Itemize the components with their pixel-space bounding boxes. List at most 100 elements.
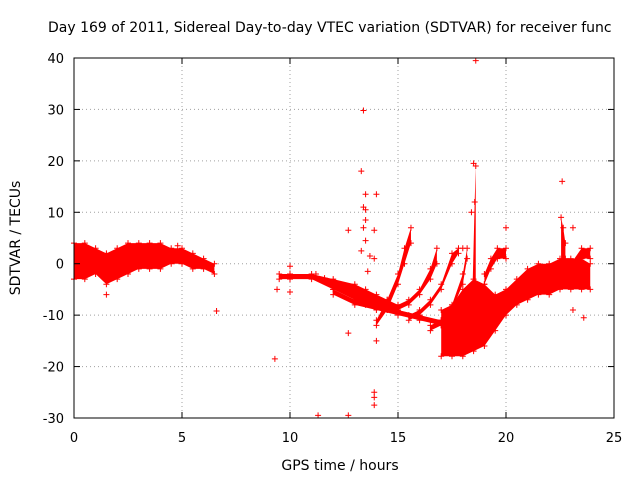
trace-point xyxy=(373,317,380,324)
trace-point xyxy=(416,291,423,298)
y-tick-label: -30 xyxy=(43,412,64,427)
trace-point xyxy=(481,281,488,288)
trace-point xyxy=(587,245,594,252)
trace-point xyxy=(503,312,509,319)
scatter-point xyxy=(271,355,278,362)
scatter-point xyxy=(559,178,566,185)
trace-point xyxy=(578,255,585,262)
trace-point xyxy=(179,245,185,252)
y-tick-label: 20 xyxy=(47,155,64,170)
x-axis-label: GPS time / hours xyxy=(281,458,398,474)
trace-point xyxy=(487,255,494,262)
trace-point xyxy=(330,286,337,293)
trace-point xyxy=(492,327,499,334)
trace-point xyxy=(405,317,412,324)
x-tick-label: 25 xyxy=(606,431,623,446)
scatter-point xyxy=(459,245,466,252)
data-marks xyxy=(71,57,594,419)
trace-point xyxy=(459,286,466,293)
trace-point xyxy=(578,286,585,293)
trace-point xyxy=(449,301,455,308)
trace-point xyxy=(81,276,88,283)
trace-point xyxy=(427,322,434,329)
axes: 0 5 10 15 20 25 -30 -20 -10 0 10 20 30 40 xyxy=(43,52,623,446)
scatter-point xyxy=(569,224,576,231)
scatter-point xyxy=(274,286,281,293)
trace-point xyxy=(146,240,153,247)
trace-point xyxy=(459,271,466,277)
trace-point xyxy=(276,276,283,283)
trace-point xyxy=(395,281,401,288)
trace-point xyxy=(157,265,164,272)
trace-point xyxy=(438,286,445,293)
trace-early-band-1 xyxy=(74,243,215,285)
scatter-point xyxy=(358,247,365,254)
trace-point xyxy=(469,286,476,293)
scatter-point xyxy=(213,308,220,315)
y-axis-label: SDTVAR / TECUs xyxy=(8,181,24,296)
scatter-point xyxy=(364,268,371,275)
scatter-point xyxy=(373,337,380,344)
trace-point xyxy=(560,224,567,231)
trace-point xyxy=(503,245,509,252)
trace-point xyxy=(481,271,488,277)
y-tick-label: 30 xyxy=(47,103,64,118)
trace-point xyxy=(567,260,574,267)
trace-point xyxy=(287,276,293,283)
trace-point xyxy=(427,301,434,308)
scatter-point xyxy=(366,253,373,259)
trace-point xyxy=(524,265,531,272)
trace-point xyxy=(427,327,434,334)
trace-point xyxy=(438,353,445,360)
trace-midday-trace-1 xyxy=(279,274,398,310)
trace-spike-18.5 xyxy=(472,166,476,336)
trace-point xyxy=(587,255,594,262)
scatter-point xyxy=(371,389,378,396)
trace-point xyxy=(395,301,401,308)
trace-rising-arc-1 xyxy=(376,227,411,326)
trace-point xyxy=(494,255,501,262)
scatter-point xyxy=(315,412,322,419)
trace-point xyxy=(449,250,455,257)
trace-point xyxy=(469,332,476,339)
y-tick-label: 10 xyxy=(47,206,64,221)
trace-point xyxy=(494,245,501,252)
trace-point xyxy=(395,271,401,277)
scatter-point xyxy=(569,307,576,313)
trace-point xyxy=(407,224,414,231)
trace-point xyxy=(481,343,488,349)
trace-point xyxy=(384,296,391,303)
trace-point xyxy=(330,276,337,283)
trace-point xyxy=(211,271,218,277)
trace-point xyxy=(114,245,121,252)
trace-point xyxy=(557,286,563,293)
y-tick-label: -20 xyxy=(43,361,64,376)
trace-point xyxy=(395,312,401,319)
scatter-point xyxy=(321,275,328,282)
trace-point xyxy=(103,250,110,257)
trace-point xyxy=(373,291,380,298)
trace-point xyxy=(416,312,423,319)
trace-point xyxy=(567,255,574,262)
trace-point xyxy=(503,255,509,262)
trace-point xyxy=(449,353,455,360)
trace-point xyxy=(513,301,520,308)
trace-point xyxy=(433,260,440,267)
trace-point xyxy=(135,240,142,247)
x-tick-label: 0 xyxy=(70,431,78,446)
trace-point xyxy=(587,260,594,267)
trace-point xyxy=(373,301,380,308)
scatter-point xyxy=(312,271,319,277)
trace-point xyxy=(464,255,471,262)
y-tick-label: 40 xyxy=(47,52,64,67)
trace-point xyxy=(200,255,207,262)
trace-point xyxy=(146,265,153,272)
trace-point xyxy=(471,199,478,205)
trace-point xyxy=(405,301,412,308)
trace-point xyxy=(546,260,553,267)
y-tick-label: 0 xyxy=(56,258,64,273)
trace-point xyxy=(567,271,574,277)
trace-point xyxy=(168,260,175,267)
trace-point xyxy=(276,271,283,277)
